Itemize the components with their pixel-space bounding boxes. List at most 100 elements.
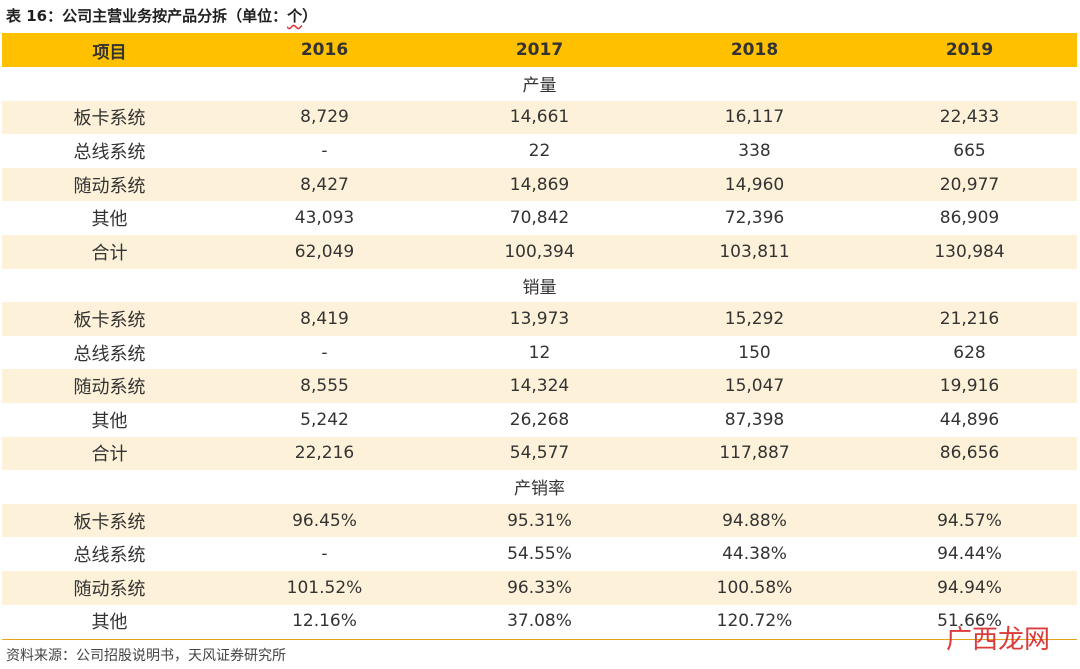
cell-2019: 130,984 [934,241,1005,262]
table-row: 板卡系统 8,729 14,661 16,117 22,433 [2,100,1077,135]
cell-2017: 95.31% [507,510,572,531]
row-label: 板卡系统 [73,309,146,331]
row-label: 总线系统 [73,343,146,365]
row-label: 合计 [91,444,128,466]
row-label: 随动系统 [73,578,146,600]
row-label: 板卡系统 [73,511,146,533]
row-label: 随动系统 [73,175,146,197]
cell-2016: 12.16% [292,611,357,632]
cell-2017: 96.33% [507,577,572,598]
table-row: 板卡系统 8,419 13,973 15,292 21,216 [2,302,1077,336]
cell-2016: 43,093 [294,208,355,229]
table-header-row: 项目 2016 2017 2018 2019 [2,33,1077,67]
source-note: 资料来源：公司招股说明书，天风证券研究所 [6,648,286,664]
cell-2016: 22,216 [294,443,355,464]
cell-2019: 628 [953,342,986,363]
cell-2016: 5,242 [300,409,349,430]
section-title-row: 产量 [2,67,1077,101]
cell-2018: 44.38% [722,544,787,565]
caption-prefix: 表 16：公司主营业务按产品分拆（单位： [6,7,288,25]
cell-2017: 37.08% [507,611,572,632]
cell-2016: 8,419 [300,308,349,329]
cell-2016: 8,427 [300,174,349,195]
watermark-logo: 广西龙网 [945,625,1050,655]
header-2016: 2016 [300,40,349,60]
table-bottom-rule [2,639,1077,640]
cell-2019: 22,433 [939,107,1000,128]
table-row: 总线系统 - 22 338 665 [2,134,1077,168]
cell-2017: 22 [528,140,551,161]
row-label: 其他 [91,612,128,634]
caption-unit: 个 [287,7,303,25]
cell-2017: 26,268 [509,409,570,430]
cell-2018: 15,047 [724,376,785,397]
cell-2019: 94.57% [937,510,1002,531]
cell-2016: - [321,342,328,363]
cell-2018: 100.58% [716,577,793,598]
cell-2017: 14,661 [509,107,570,128]
section-title-row: 销量 [2,268,1077,303]
cell-2017: 13,973 [509,308,570,329]
cell-2016: 8,729 [300,107,349,128]
header-2017: 2017 [515,40,564,60]
cell-2019: 21,216 [939,308,1000,329]
row-label: 随动系统 [73,377,146,399]
cell-2016: - [321,544,328,565]
header-2019: 2019 [945,40,994,60]
cell-2018: 338 [738,140,771,161]
table-row: 其他 5,242 26,268 87,398 44,896 [2,402,1077,437]
cell-2018: 87,398 [724,409,785,430]
cell-2018: 16,117 [724,107,785,128]
section-title: 产销率 [514,479,565,500]
cell-2017: 14,324 [509,376,570,397]
cell-2018: 15,292 [724,308,785,329]
table-row: 总线系统 - 54.55% 44.38% 94.44% [2,537,1077,571]
cell-2019: 19,916 [939,376,1000,397]
header-item: 项目 [92,42,127,63]
cell-2018: 117,887 [719,443,790,464]
cell-2017: 54.55% [507,544,572,565]
section-title: 销量 [522,277,557,298]
table-caption: 表 16：公司主营业务按产品分拆（单位：个） [6,5,317,27]
table-row: 板卡系统 96.45% 95.31% 94.88% 94.57% [2,503,1077,538]
table-row: 总线系统 - 12 150 628 [2,335,1077,370]
row-label: 其他 [91,209,128,231]
cell-2019: 51.66% [937,611,1002,632]
cell-2018: 94.88% [722,510,787,531]
cell-2018: 150 [738,342,771,363]
cell-2019: 665 [953,140,986,161]
row-label: 合计 [91,242,128,264]
table-row: 随动系统 8,555 14,324 15,047 19,916 [2,369,1077,403]
cell-2018: 103,811 [719,241,790,262]
caption-suffix: ） [302,7,318,25]
cell-2016: 96.45% [292,510,357,531]
cell-2019: 44,896 [939,409,1000,430]
header-2018: 2018 [730,40,779,60]
cell-2016: - [321,140,328,161]
cell-2019: 94.44% [937,544,1002,565]
cell-2019: 20,977 [939,174,1000,195]
table-row: 合计 62,049 100,394 103,811 130,984 [2,234,1077,269]
cell-2019: 86,909 [939,208,1000,229]
cell-2016: 8,555 [300,376,349,397]
cell-2017: 100,394 [504,241,575,262]
table-row: 随动系统 101.52% 96.33% 100.58% 94.94% [2,570,1077,605]
table-row: 合计 22,216 54,577 117,887 86,656 [2,436,1077,471]
cell-2018: 120.72% [716,611,793,632]
cell-2016: 101.52% [286,577,363,598]
cell-2017: 12 [528,342,551,363]
product-breakdown-table: 项目 2016 2017 2018 2019 产量 板卡系统 8,729 14,… [2,33,1077,639]
cell-2018: 72,396 [724,208,785,229]
table-row: 其他 12.16% 37.08% 120.72% 51.66% [2,604,1077,639]
section-title: 产量 [522,76,557,97]
row-label: 板卡系统 [73,108,146,130]
cell-2019: 86,656 [939,443,1000,464]
row-label: 总线系统 [73,141,146,163]
table-row: 随动系统 8,427 14,869 14,960 20,977 [2,167,1077,202]
table-row: 其他 43,093 70,842 72,396 86,909 [2,201,1077,235]
cell-2017: 70,842 [509,208,570,229]
cell-2018: 14,960 [724,174,785,195]
row-label: 总线系统 [73,545,146,567]
cell-2019: 94.94% [937,577,1002,598]
section-title-row: 产销率 [2,470,1077,504]
